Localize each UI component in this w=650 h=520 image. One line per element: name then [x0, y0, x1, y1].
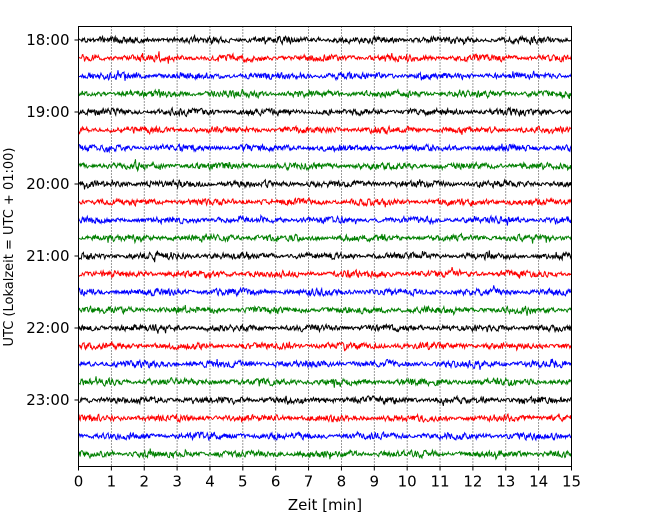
seismogram-trace: [78, 124, 572, 136]
seismogram-trace: [78, 285, 572, 298]
seismogram-trace: [78, 358, 572, 370]
seismogram-trace: [78, 142, 572, 154]
y-tick-label: 19:00: [26, 103, 69, 121]
x-tick-label: 9: [370, 473, 380, 491]
seismogram-trace: [78, 322, 572, 334]
plot-frame: [78, 26, 572, 467]
seismogram-trace: [78, 159, 572, 173]
seismogram-trace: [78, 33, 572, 46]
seismogram-trace: [78, 376, 572, 388]
seismogram-trace: [78, 340, 572, 352]
seismogram-trace: [78, 88, 572, 100]
seismogram-trace: [78, 394, 572, 407]
y-axis-ticks: 18:00 19:00 20:00 21:00 22:00 23:00: [26, 31, 79, 409]
seismogram-trace: [78, 51, 572, 64]
y-tick-label: 21:00: [26, 247, 69, 265]
seismogram-trace: [78, 232, 572, 245]
x-tick-label: 12: [463, 473, 482, 491]
x-tick-label: 1: [107, 473, 117, 491]
seismogram-trace: [78, 178, 572, 190]
x-tick-label: 14: [529, 473, 548, 491]
seismogram-trace: [78, 448, 572, 461]
seismogram-trace: [78, 70, 572, 82]
x-tick-label: 2: [139, 473, 149, 491]
seismogram-trace: [78, 196, 572, 208]
x-tick-label: 6: [271, 473, 281, 491]
x-tick-label: 0: [74, 473, 84, 491]
x-tick-label: 11: [430, 473, 449, 491]
x-tick-label: 7: [304, 473, 314, 491]
seismogram-trace: [78, 266, 572, 280]
x-axis-ticks: 0 1 2 3 4 5 6 7 8 9 10 11 12 13 14 15: [74, 466, 581, 491]
y-axis-label: UTC (Lokalzeit = UTC + 01:00): [2, 148, 17, 347]
seismogram-traces: [78, 33, 572, 461]
seismogram-trace: [78, 430, 572, 442]
seismogram-trace: [78, 106, 572, 118]
x-tick-label: 8: [337, 473, 347, 491]
x-tick-label: 3: [172, 473, 182, 491]
x-tick-label: 5: [238, 473, 248, 491]
seismogram-trace: [78, 213, 572, 226]
y-tick-label: 20:00: [26, 175, 69, 193]
y-tick-label: 23:00: [26, 391, 69, 409]
x-tick-label: 15: [562, 473, 581, 491]
y-tick-label: 18:00: [26, 31, 69, 49]
x-tick-label: 10: [398, 473, 417, 491]
seismogram-trace: [78, 250, 572, 263]
y-tick-label: 22:00: [26, 319, 69, 337]
seismogram-trace: [78, 412, 572, 424]
seismogram-trace: [78, 304, 572, 317]
x-axis-label: Zeit [min]: [288, 496, 362, 514]
x-tick-label: 4: [205, 473, 215, 491]
vertical-gridlines: [110, 26, 540, 467]
x-tick-label: 13: [496, 473, 515, 491]
